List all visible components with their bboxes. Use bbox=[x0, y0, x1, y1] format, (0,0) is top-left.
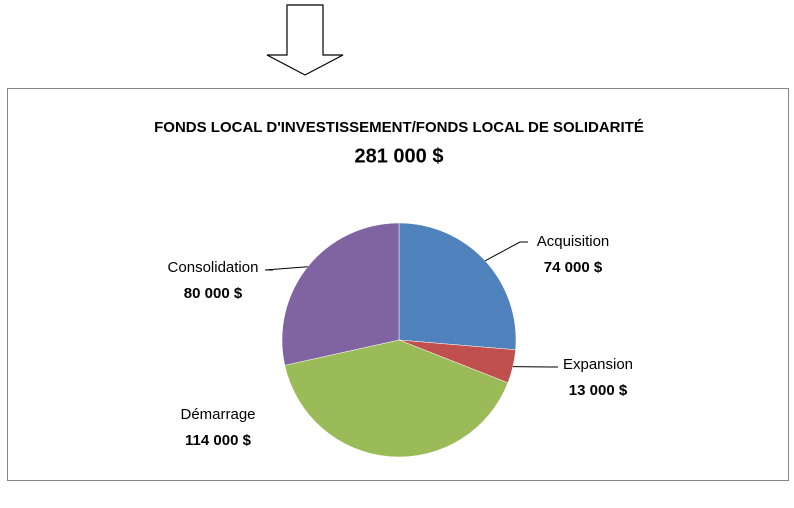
slice-label: Consolidation bbox=[168, 259, 259, 276]
slice-label: Acquisition bbox=[537, 233, 610, 250]
slice-value-label: 80 000 $ bbox=[184, 285, 243, 302]
leader-line bbox=[484, 241, 528, 262]
chart-subtitle: 281 000 $ bbox=[355, 145, 444, 167]
leader-line bbox=[264, 266, 308, 271]
pie-slice bbox=[284, 339, 509, 458]
slice-label: Expansion bbox=[563, 356, 633, 373]
slice-label: Démarrage bbox=[180, 406, 255, 423]
slice-value-label: 13 000 $ bbox=[569, 382, 628, 399]
slice-value-label: 74 000 $ bbox=[544, 259, 603, 276]
slice-value-label: 114 000 $ bbox=[185, 432, 252, 449]
chart-title: FONDS LOCAL D'INVESTISSEMENT/FONDS LOCAL… bbox=[154, 119, 644, 136]
down-arrow bbox=[266, 4, 344, 76]
